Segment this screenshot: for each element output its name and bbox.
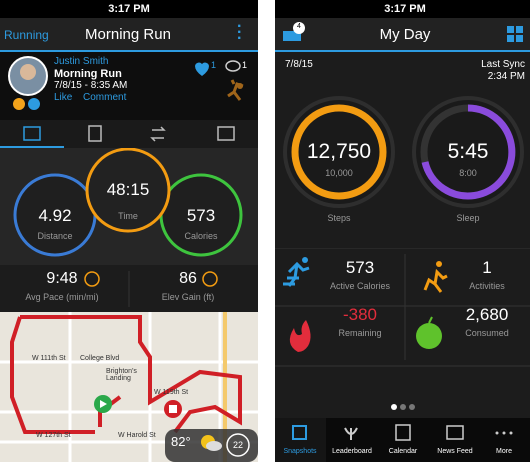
right-phone: 3:17 PM 4 My Day 7/8/15 Last Sync 2:34 P… bbox=[275, 0, 530, 462]
map-label: College Blvd bbox=[80, 355, 120, 362]
remaining-label: Remaining bbox=[338, 328, 382, 338]
map-label: W 111th St bbox=[32, 355, 66, 362]
nav-item[interactable]: News Feed bbox=[437, 448, 473, 455]
calories-label: Calories bbox=[184, 231, 218, 241]
date: 7/8/15 bbox=[285, 59, 313, 70]
profile-icons bbox=[8, 56, 244, 110]
user-name[interactable]: Justin Smith bbox=[54, 56, 109, 67]
active-calories-value: 573 bbox=[345, 258, 375, 277]
sleep-goal: 8:00 bbox=[459, 168, 477, 178]
map-label: W 119th St bbox=[154, 389, 189, 396]
distance-label: Distance bbox=[37, 231, 73, 241]
sleep-value: 5:45 bbox=[447, 140, 489, 163]
remaining-value: -380 bbox=[342, 305, 378, 324]
status-time: 3:17 PM bbox=[384, 3, 426, 15]
pace-value: 9:48 bbox=[46, 270, 78, 287]
metrics-row bbox=[0, 265, 258, 312]
map-label: W 127th St bbox=[36, 432, 71, 439]
nav-item[interactable]: More bbox=[496, 448, 512, 455]
activity-date: 7/8/15 - 8:35 AM bbox=[54, 80, 128, 91]
elev-value: 86 bbox=[179, 270, 197, 287]
sleep-label: Sleep bbox=[456, 213, 480, 223]
tabs bbox=[0, 120, 258, 148]
activities-value: 1 bbox=[482, 258, 492, 277]
nav-bar bbox=[275, 418, 530, 462]
left-phone: 3:17 PM Running Morning Run · · · Justin S… bbox=[0, 0, 258, 462]
back-button[interactable]: Running bbox=[4, 28, 49, 42]
map-badge: 22 bbox=[232, 440, 244, 450]
header bbox=[275, 18, 530, 52]
notification-badge: 4 bbox=[297, 23, 301, 30]
sync-label: Last Sync bbox=[481, 59, 525, 70]
stat-rings bbox=[0, 148, 258, 265]
nav-item[interactable]: Leaderboard bbox=[332, 448, 372, 455]
nav-item[interactable]: Snapshots bbox=[283, 448, 317, 455]
map-label: W Harold St bbox=[118, 432, 156, 439]
map-label: Brighton's Landing bbox=[106, 368, 137, 382]
status-bar bbox=[275, 0, 530, 18]
comment-count: 1 bbox=[242, 60, 248, 70]
status-bar bbox=[0, 0, 258, 18]
like-link[interactable]: Like bbox=[54, 92, 73, 103]
distance-value: 4.92 bbox=[38, 206, 72, 225]
header-icons bbox=[283, 22, 523, 42]
time-label: Time bbox=[118, 211, 138, 221]
steps-goal: 10,000 bbox=[325, 168, 353, 178]
time-value: 48:15 bbox=[106, 180, 150, 199]
status-time: 3:17 PM bbox=[108, 3, 150, 15]
steps-value: 12,750 bbox=[306, 140, 372, 163]
header-title: Morning Run bbox=[85, 26, 171, 43]
active-calories-label: Active Calories bbox=[329, 281, 391, 291]
activities-label: Activities bbox=[469, 281, 505, 291]
steps-label: Steps bbox=[327, 213, 351, 223]
pace-label: Avg Pace (min/mi) bbox=[25, 292, 99, 302]
header bbox=[0, 18, 258, 52]
elev-label: Elev Gain (ft) bbox=[161, 292, 215, 302]
menu-button[interactable]: · · · bbox=[237, 18, 243, 47]
map[interactable] bbox=[0, 312, 258, 462]
like-count: 1 bbox=[211, 60, 217, 70]
nav-item[interactable]: Calendar bbox=[388, 448, 418, 455]
consumed-value: 2,680 bbox=[465, 305, 509, 324]
rings bbox=[283, 96, 524, 208]
comment-link[interactable]: Comment bbox=[83, 92, 127, 103]
sync-time: 2:34 PM bbox=[487, 71, 525, 82]
calories-value: 573 bbox=[186, 206, 216, 225]
consumed-label: Consumed bbox=[465, 328, 509, 338]
temperature: 82° bbox=[171, 434, 191, 449]
activity-name: Morning Run bbox=[54, 68, 122, 80]
tiles bbox=[275, 248, 530, 410]
header-title: My Day bbox=[379, 26, 431, 43]
